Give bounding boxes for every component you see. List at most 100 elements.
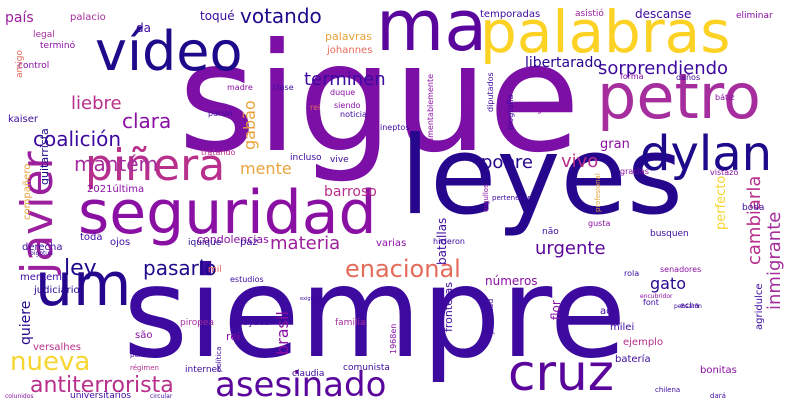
cloud-word: gabão bbox=[240, 100, 259, 150]
cloud-word: ley bbox=[64, 256, 97, 281]
cloud-word: brasil bbox=[273, 311, 292, 355]
cloud-word: gato bbox=[650, 274, 686, 293]
cloud-word: palacio bbox=[70, 12, 106, 23]
cloud-word: batallas bbox=[435, 218, 449, 265]
cloud-word: chilena bbox=[655, 386, 680, 394]
cloud-word: control bbox=[18, 61, 49, 71]
cloud-word: colunidos bbox=[5, 393, 34, 400]
cloud-word: kaiser bbox=[8, 114, 39, 125]
cloud-word: javier bbox=[12, 150, 63, 275]
cloud-word: comunista bbox=[343, 363, 390, 373]
cloud-word: números bbox=[485, 274, 538, 288]
cloud-word: duque bbox=[330, 88, 355, 97]
cloud-word: senadores bbox=[660, 265, 701, 274]
cloud-word: busquen bbox=[650, 229, 689, 239]
cloud-word: juventud bbox=[486, 299, 495, 335]
cloud-word: bonitas bbox=[700, 365, 737, 376]
cloud-word: são bbox=[135, 330, 152, 341]
cloud-word: perfecto bbox=[714, 176, 729, 230]
cloud-word: madre bbox=[227, 83, 253, 92]
cloud-word: quiere bbox=[18, 301, 34, 345]
cloud-word: toqué bbox=[200, 9, 235, 23]
cloud-word: fronteras bbox=[442, 282, 455, 332]
cloud-word: ejemplo bbox=[623, 337, 663, 348]
cloud-word: rei bbox=[310, 103, 320, 112]
cloud-word: clara bbox=[122, 109, 171, 133]
cloud-word: materia bbox=[270, 233, 340, 254]
cloud-word: circular bbox=[150, 393, 173, 400]
cloud-word: clase bbox=[273, 83, 294, 92]
cloud-word: bátiz bbox=[715, 93, 735, 102]
cloud-word: hicieron bbox=[433, 237, 465, 246]
cloud-word: egresado bbox=[532, 105, 569, 114]
cloud-word: diputados bbox=[486, 72, 495, 112]
cloud-word: urgente bbox=[535, 238, 606, 259]
cloud-word: biografía bbox=[506, 94, 515, 130]
cloud-word: coalición bbox=[33, 127, 121, 151]
cloud-word: mentem bbox=[20, 272, 62, 283]
cloud-word: ojos bbox=[110, 237, 130, 248]
cloud-word: enacional bbox=[345, 255, 461, 283]
cloud-word: noticia bbox=[340, 110, 367, 119]
cloud-word: daños bbox=[676, 73, 700, 82]
cloud-word: incluso bbox=[290, 153, 322, 163]
cloud-word: piropea bbox=[180, 318, 214, 328]
cloud-word: asistió bbox=[575, 8, 604, 19]
cloud-word: milei bbox=[610, 322, 634, 333]
cloud-word: vivo bbox=[561, 151, 598, 172]
cloud-word: paz bbox=[240, 237, 258, 248]
cloud-word: sorprendiendo bbox=[598, 58, 728, 79]
cloud-word: dylan bbox=[640, 126, 772, 182]
cloud-word: libertarado bbox=[525, 55, 602, 71]
cloud-word: siquiera bbox=[463, 78, 472, 110]
cloud-word: flor bbox=[549, 300, 563, 320]
cloud-word: dará bbox=[710, 392, 726, 400]
cloud-word: encubridor bbox=[640, 293, 673, 300]
cloud-word: exigimos bbox=[300, 296, 323, 302]
cloud-word: claudia bbox=[292, 369, 324, 379]
cloud-word: palavras bbox=[325, 30, 372, 43]
cloud-word: 1968en bbox=[389, 324, 398, 354]
cloud-word: derecha bbox=[22, 242, 63, 253]
cloud-word: varias bbox=[376, 238, 406, 249]
cloud-word: familia bbox=[335, 318, 365, 328]
cloud-word: inmigrante bbox=[764, 212, 785, 310]
cloud-word: versalhes bbox=[33, 342, 81, 353]
cloud-word: palabras bbox=[480, 0, 730, 66]
cloud-word: compañero bbox=[22, 164, 33, 220]
cloud-word: antiterrorista bbox=[30, 373, 174, 398]
cloud-word: terminó bbox=[40, 40, 76, 51]
cloud-word: leyes bbox=[400, 114, 683, 239]
cloud-word: condolencias bbox=[197, 233, 269, 246]
cloud-word: mantém bbox=[74, 152, 158, 176]
cloud-word: amigo bbox=[15, 50, 25, 78]
cloud-word: país bbox=[5, 10, 34, 26]
cloud-word: judiciário bbox=[33, 284, 80, 296]
cloud-word: vistazo bbox=[710, 168, 738, 177]
cloud-word: font bbox=[643, 298, 659, 307]
cloud-word: seguridad bbox=[78, 178, 377, 248]
cloud-word: siendo bbox=[334, 101, 360, 110]
cloud-word: um bbox=[35, 250, 131, 320]
cloud-word: liebre bbox=[71, 93, 122, 114]
cloud-word: asesinado bbox=[215, 365, 386, 400]
cloud-word: eliminar bbox=[736, 11, 773, 21]
cloud-word: iquique bbox=[188, 238, 222, 248]
cloud-word: rola bbox=[624, 269, 639, 278]
cloud-word: petro bbox=[597, 60, 761, 133]
cloud-word: não bbox=[542, 227, 559, 237]
cloud-word: siempre bbox=[123, 241, 626, 386]
cloud-word: pertenecer bbox=[492, 194, 531, 202]
cloud-word: pensaron bbox=[674, 303, 702, 310]
cloud-word: cruz bbox=[508, 344, 614, 400]
cloud-word: forma bbox=[620, 72, 644, 81]
cloud-word: régimen bbox=[130, 364, 159, 372]
cloud-word: gusta bbox=[588, 219, 610, 228]
cloud-word: vive bbox=[330, 155, 349, 165]
cloud-word: echa bbox=[680, 301, 699, 310]
cloud-word: bigotua bbox=[30, 250, 53, 257]
cloud-word: gracias bbox=[620, 167, 649, 176]
cloud-word: johannes bbox=[326, 45, 372, 56]
cloud-word: barroso bbox=[324, 184, 377, 200]
